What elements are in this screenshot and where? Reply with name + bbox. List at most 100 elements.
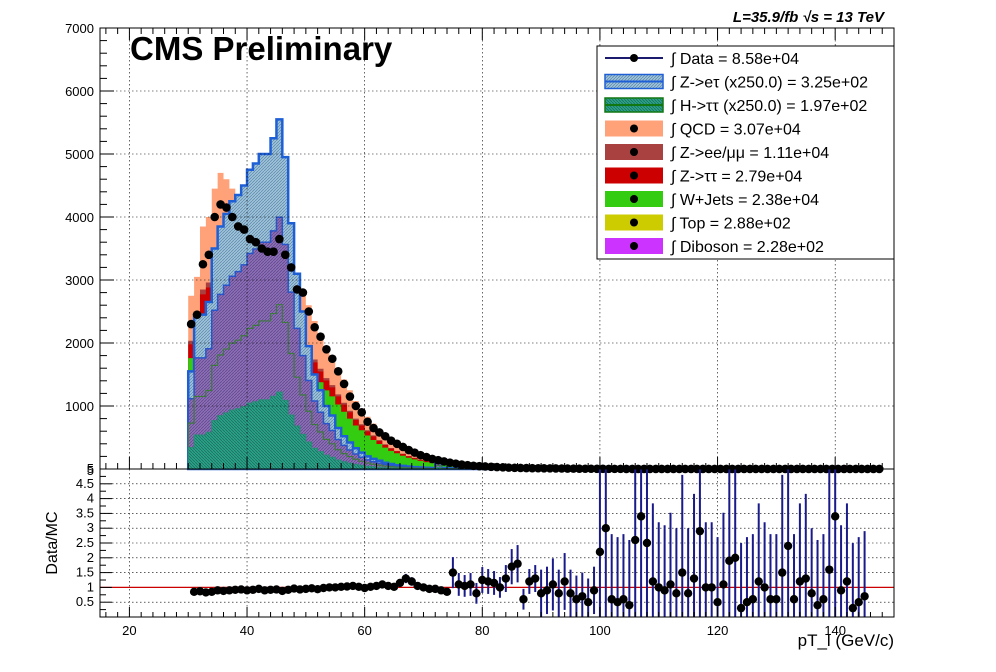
y-tick-label: 7000: [65, 21, 94, 36]
ratio-point: [778, 568, 787, 577]
ratio-point: [560, 577, 569, 586]
ratio-point: [772, 595, 781, 604]
y-tick-label: 3000: [65, 273, 94, 288]
ratio-point: [754, 577, 763, 586]
x-tick-label: 120: [707, 623, 729, 638]
ratio-point: [519, 595, 528, 604]
ratio-point: [683, 589, 693, 598]
x-tick-label: 80: [475, 623, 489, 638]
ratio-y-tick-label: 1: [87, 579, 94, 594]
ratio-point: [695, 526, 705, 536]
ratio-point: [807, 589, 816, 598]
data-point: [280, 250, 290, 260]
cms-label: CMS Preliminary: [130, 30, 393, 67]
ratio-point: [819, 595, 828, 604]
ratio-point: [660, 586, 669, 595]
data-point: [263, 247, 272, 256]
ratio-point: [619, 595, 628, 604]
lumi-label: L=35.9/fb √s = 13 TeV: [733, 9, 886, 26]
ratio-point: [642, 538, 652, 548]
ratio-point: [554, 589, 563, 598]
ratio-point: [783, 541, 793, 551]
y-tick-label: 4000: [65, 210, 94, 225]
data-point: [357, 408, 367, 417]
ratio-point: [719, 580, 728, 589]
data-point: [322, 345, 331, 354]
ratio-point: [589, 586, 599, 595]
ratio-point: [501, 574, 511, 583]
data-point: [239, 225, 249, 234]
ratio-point: [854, 598, 863, 607]
ratio-point: [542, 586, 552, 595]
data-point: [298, 288, 308, 297]
ratio-y-tick-label: 0.5: [76, 594, 94, 609]
x-tick-label: 20: [122, 623, 136, 638]
ratio-point: [578, 592, 587, 601]
ratio-point: [801, 574, 810, 583]
ratio-y-tick-label: 2.5: [76, 535, 94, 550]
ratio-point: [325, 583, 334, 592]
ratio-y-tick-label: 1.5: [76, 565, 94, 580]
data-point: [222, 203, 231, 212]
ratio-point: [830, 512, 840, 521]
data-point: [339, 379, 349, 389]
ratio-point: [648, 577, 658, 586]
data-point: [310, 322, 319, 332]
data-point: [351, 401, 361, 411]
ratio-point: [731, 553, 740, 562]
ratio-point: [825, 565, 834, 574]
ratio-point: [748, 595, 758, 604]
ratio-point: [601, 524, 611, 533]
data-point: [186, 319, 196, 329]
ratio-point: [489, 578, 499, 588]
ratio-point: [860, 592, 869, 601]
ratio-point: [531, 574, 540, 583]
data-point: [345, 392, 355, 401]
ratio-point: [689, 574, 699, 583]
legend-entry: ∫ Z->ee/μμ = 1.11e+04: [670, 145, 829, 162]
ratio-point: [666, 580, 675, 589]
ratio-point: [631, 535, 640, 545]
legend-entry: ∫ Z->eτ (x250.0) = 3.25e+02: [670, 75, 868, 92]
data-point: [198, 259, 208, 269]
ratio-point: [736, 603, 746, 613]
y-tick-label: 1000: [65, 399, 94, 414]
ratio-point: [678, 568, 687, 577]
ratio-point: [442, 587, 452, 597]
y-tick-label: 5000: [65, 147, 94, 162]
ratio-point: [760, 583, 769, 592]
ratio-point: [495, 583, 505, 592]
ratio-point: [713, 598, 722, 607]
ratio-point: [513, 559, 522, 568]
data-point: [192, 310, 202, 319]
ratio-point: [395, 578, 405, 588]
ratio-point: [842, 577, 852, 586]
ratio-point: [766, 595, 775, 604]
legend-entry: ∫ Diboson = 2.28e+02: [670, 239, 824, 256]
x-tick-label: 140: [824, 623, 846, 638]
data-point: [275, 234, 284, 244]
ratio-point: [789, 595, 799, 604]
data-point: [228, 212, 237, 222]
ratio-y-tick-label: 3.5: [76, 505, 94, 520]
ratio-point: [836, 586, 846, 595]
data-point: [251, 237, 261, 247]
ratio-point: [813, 600, 822, 610]
data-point: [380, 431, 390, 441]
ratio-y-tick-label: 5: [87, 461, 94, 476]
data-point: [363, 417, 372, 427]
x-axis-label: pT_l (GeV/c): [798, 631, 894, 650]
x-tick-label: 60: [357, 623, 371, 638]
y-tick-label: 6000: [65, 84, 94, 99]
data-point: [316, 332, 325, 342]
ratio-point: [595, 547, 605, 557]
data-point: [286, 263, 296, 272]
ratio-point: [583, 598, 593, 607]
legend-entry: ∫ Z->ττ = 2.79e+04: [670, 169, 802, 186]
data-point: [210, 212, 219, 222]
legend-entry: ∫ Top = 2.88e+02: [670, 216, 791, 233]
ratio-point: [472, 589, 481, 598]
legend-entry: ∫ H->ττ (x250.0) = 1.97e+02: [670, 98, 867, 115]
